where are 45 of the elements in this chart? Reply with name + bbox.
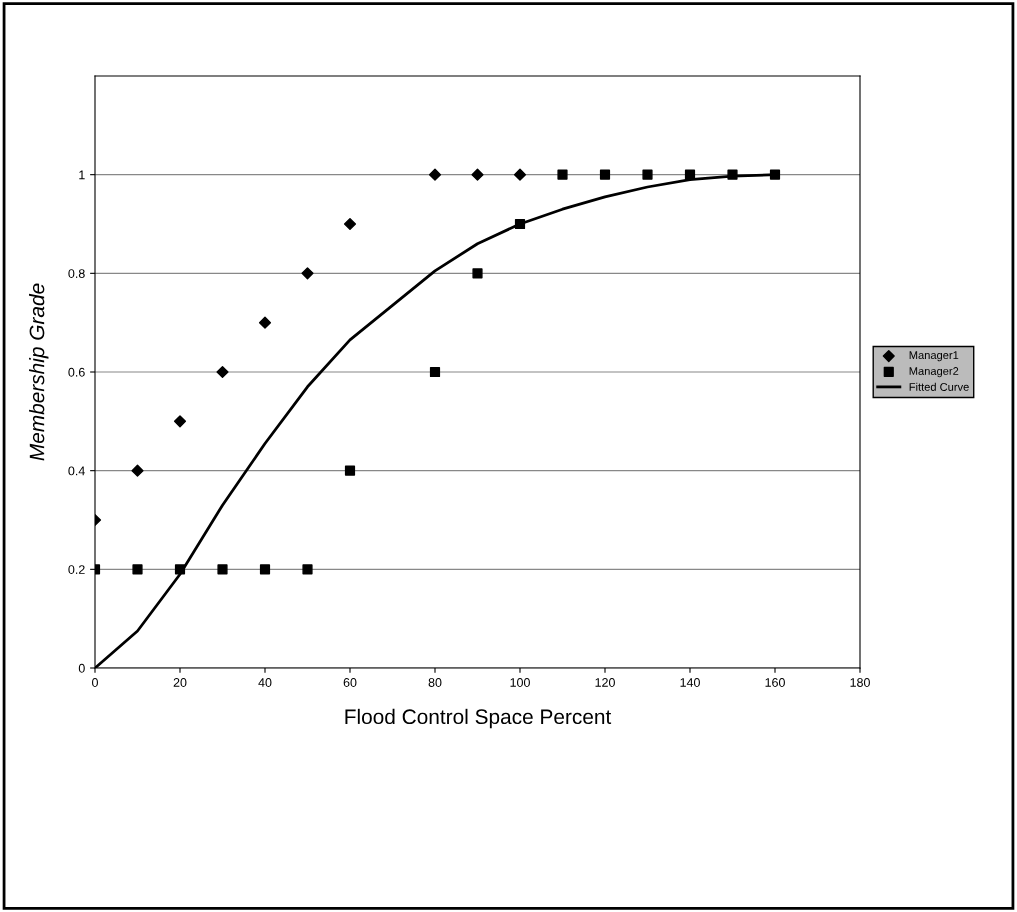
- x-tick-label: 140: [680, 678, 700, 687]
- point: [514, 218, 526, 230]
- point: [258, 316, 272, 329]
- y-tick-label: 0.2: [68, 565, 85, 574]
- x-tick-label: 80: [428, 678, 442, 687]
- x-tick-label: 20: [173, 678, 187, 687]
- y-tick-label: 0.8: [68, 269, 85, 278]
- x-tick-label: 100: [510, 678, 530, 687]
- point: [642, 169, 653, 180]
- point: [132, 564, 143, 575]
- point: [131, 464, 144, 477]
- point: [302, 564, 313, 575]
- point: [557, 169, 568, 180]
- x-axis-title: Flood Control Space Percent: [345, 708, 612, 729]
- x-tick-label: 160: [765, 678, 785, 687]
- point: [301, 267, 314, 280]
- y-tick-label: 0: [78, 663, 85, 673]
- y-axis-title: Membership Grade: [29, 283, 49, 461]
- x-tick-label: 60: [343, 678, 357, 687]
- point: [344, 465, 356, 476]
- x-tick-label: 120: [595, 678, 615, 687]
- point: [428, 168, 442, 181]
- point: [343, 217, 357, 231]
- point: [471, 168, 484, 181]
- x-tick-label: 180: [850, 678, 870, 687]
- point: [217, 564, 228, 575]
- point: [684, 169, 696, 180]
- point: [174, 564, 186, 575]
- point: [727, 169, 738, 180]
- point: [599, 169, 611, 180]
- point: [216, 365, 229, 379]
- y-tick-label: 1: [79, 170, 85, 180]
- y-tick-label: 0.4: [68, 466, 85, 476]
- legend-label: Manager1: [909, 351, 959, 362]
- point: [472, 268, 483, 279]
- legend-label: Fitted Curve: [909, 382, 969, 391]
- x-tick-label: 0: [92, 678, 98, 687]
- point: [173, 415, 187, 428]
- y-tick-label: 0.6: [68, 367, 85, 377]
- point: [769, 169, 781, 180]
- x-tick-label: 40: [258, 678, 272, 687]
- point: [429, 366, 441, 378]
- legend-label: Manager2: [909, 367, 959, 378]
- point: [259, 564, 271, 575]
- point: [513, 168, 527, 181]
